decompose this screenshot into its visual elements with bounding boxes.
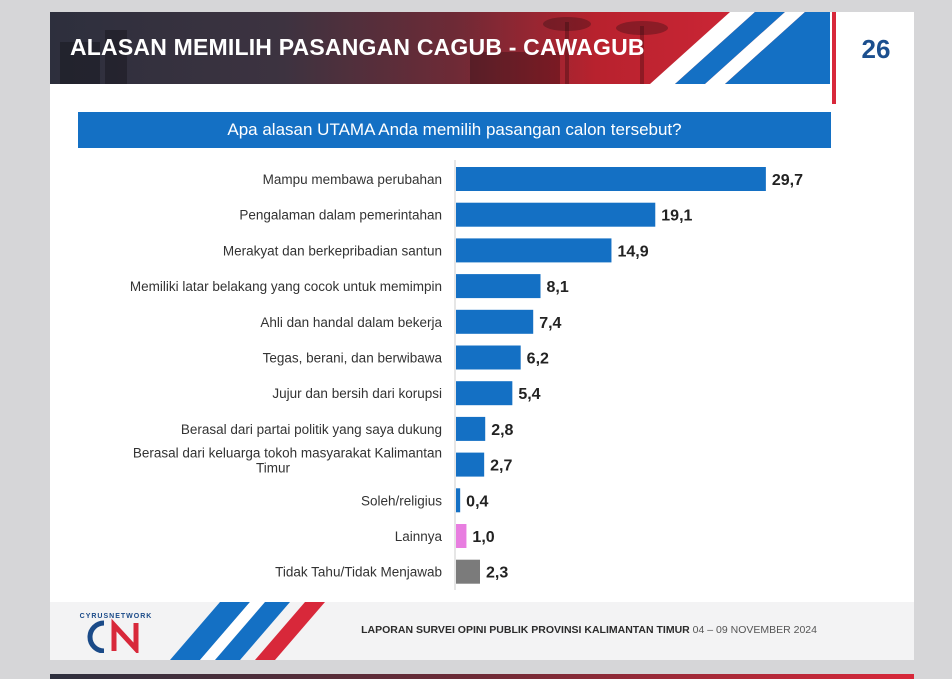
value-label-10: 1,0 [472,529,494,546]
bar-4 [456,309,534,334]
footer-report-title: LAPORAN SURVEI OPINI PUBLIK PROVINSI KAL… [361,624,690,636]
footer-report-info: LAPORAN SURVEI OPINI PUBLIK PROVINSI KAL… [361,624,817,636]
value-label-8: 2,7 [490,458,512,475]
logo-mark-icon [87,618,139,656]
bar-8 [456,452,485,477]
cyrus-network-logo: CYRUSNETWORK [74,613,158,656]
value-label-0: 29,7 [772,172,803,189]
category-label-8: Berasal dari keluarga tokoh masyarakat K… [133,446,442,476]
category-label-5: Tegas, berani, dan berwibawa [263,351,443,366]
category-label-0: Mampu membawa perubahan [263,172,442,187]
category-label-4: Ahli dan handal dalam bekerja [260,315,442,330]
header-stripes-decoration [60,12,830,84]
bar-10 [456,524,467,548]
category-label-6: Jujur dan bersih dari korupsi [272,386,442,401]
bar-0 [456,167,766,191]
value-label-4: 7,4 [539,315,561,332]
footer-stripes-decoration [170,602,325,660]
category-label-3: Memiliki latar belakang yang cocok untuk… [130,279,442,294]
bar-3 [456,274,541,299]
value-label-2: 14,9 [617,243,648,260]
bar-11 [456,559,480,584]
value-label-9: 0,4 [466,493,488,510]
logo-text: CYRUSNETWORK [79,613,153,620]
category-label-11: Tidak Tahu/Tidak Menjawab [275,565,442,580]
category-label-9: Soleh/religius [361,493,442,508]
bar-2 [456,238,612,263]
question-banner: Apa alasan UTAMA Anda memilih pasangan c… [78,112,831,148]
bar-9 [456,488,461,513]
header-banner: ALASAN MEMILIH PASANGAN CAGUB - CAWAGUB [50,12,830,84]
bar-6 [456,381,513,406]
page-number: 26 [861,34,891,64]
footer: CYRUSNETWORK LAPORAN SURVEI OPINI PUBLIK… [50,602,914,660]
page-title: ALASAN MEMILIH PASANGAN CAGUB - CAWAGUB [70,34,645,60]
bar-chart: 29,7 Mampu membawa perubahan 19,1 Pengalama… [130,160,803,590]
category-label-7: Berasal dari partai politik yang saya du… [181,422,442,437]
category-label-10: Lainnya [395,529,443,544]
slide: ALASAN MEMILIH PASANGAN CAGUB - CAWAGUB … [50,12,914,660]
value-label-5: 6,2 [527,351,549,368]
category-label-2: Merakyat dan berkepribadian santun [223,243,442,258]
value-label-3: 8,1 [547,279,569,296]
value-label-11: 2,3 [486,565,508,582]
bar-7 [456,416,486,441]
value-label-1: 19,1 [661,208,692,225]
next-slide-edge [50,674,914,679]
bar-1 [456,202,656,227]
footer-dates: 04 – 09 NOVEMBER 2024 [692,624,817,636]
bar-5 [456,345,521,370]
header-divider [832,12,836,104]
value-label-6: 5,4 [518,386,540,403]
value-label-7: 2,8 [491,422,513,439]
category-label-1: Pengalaman dalam pemerintahan [239,208,442,223]
